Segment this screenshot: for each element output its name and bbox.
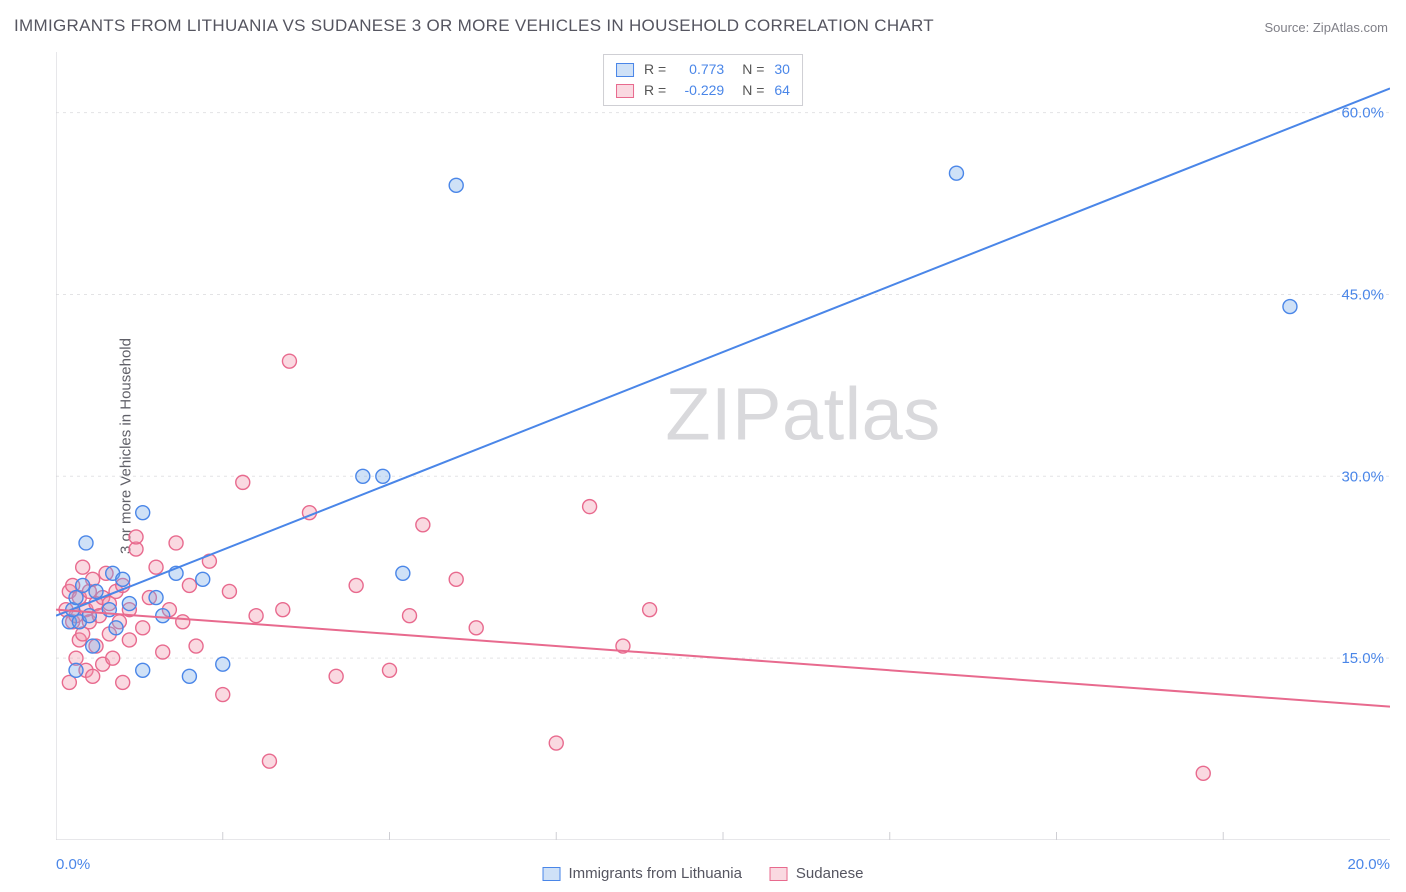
r-label: R = [644,80,666,101]
n-label: N = [742,80,764,101]
x-axis-max-label: 20.0% [1347,856,1390,873]
svg-text:45.0%: 45.0% [1341,286,1384,303]
r-label: R = [644,59,666,80]
legend-label-sudanese: Sudanese [796,865,864,882]
correlation-legend: R = 0.773 N = 30 R = -0.229 N = 64 [603,54,803,106]
legend-row-sudanese: R = -0.229 N = 64 [616,80,790,101]
r-value-lithuania: 0.773 [676,59,724,80]
legend-label-lithuania: Immigrants from Lithuania [569,865,742,882]
swatch-sudanese [616,84,634,98]
svg-text:60.0%: 60.0% [1341,105,1384,122]
x-axis-min-label: 0.0% [56,856,90,873]
scatter-plot: 15.0% 30.0% 45.0% 60.0% [56,52,1390,840]
source-attribution: Source: ZipAtlas.com [1264,20,1388,35]
n-value-lithuania: 30 [774,59,790,80]
chart-area: 15.0%30.0%45.0%60.0% ZIPatlas [56,52,1390,840]
swatch-sudanese [770,867,788,881]
legend-item-lithuania: Immigrants from Lithuania [543,865,742,882]
swatch-lithuania [616,63,634,77]
svg-text:15.0%: 15.0% [1341,650,1384,667]
r-value-sudanese: -0.229 [676,80,724,101]
legend-row-lithuania: R = 0.773 N = 30 [616,59,790,80]
n-label: N = [742,59,764,80]
chart-title: IMMIGRANTS FROM LITHUANIA VS SUDANESE 3 … [14,16,934,36]
n-value-sudanese: 64 [774,80,790,101]
series-legend: Immigrants from Lithuania Sudanese [543,865,864,882]
swatch-lithuania [543,867,561,881]
svg-text:30.0%: 30.0% [1341,468,1384,485]
legend-item-sudanese: Sudanese [770,865,864,882]
